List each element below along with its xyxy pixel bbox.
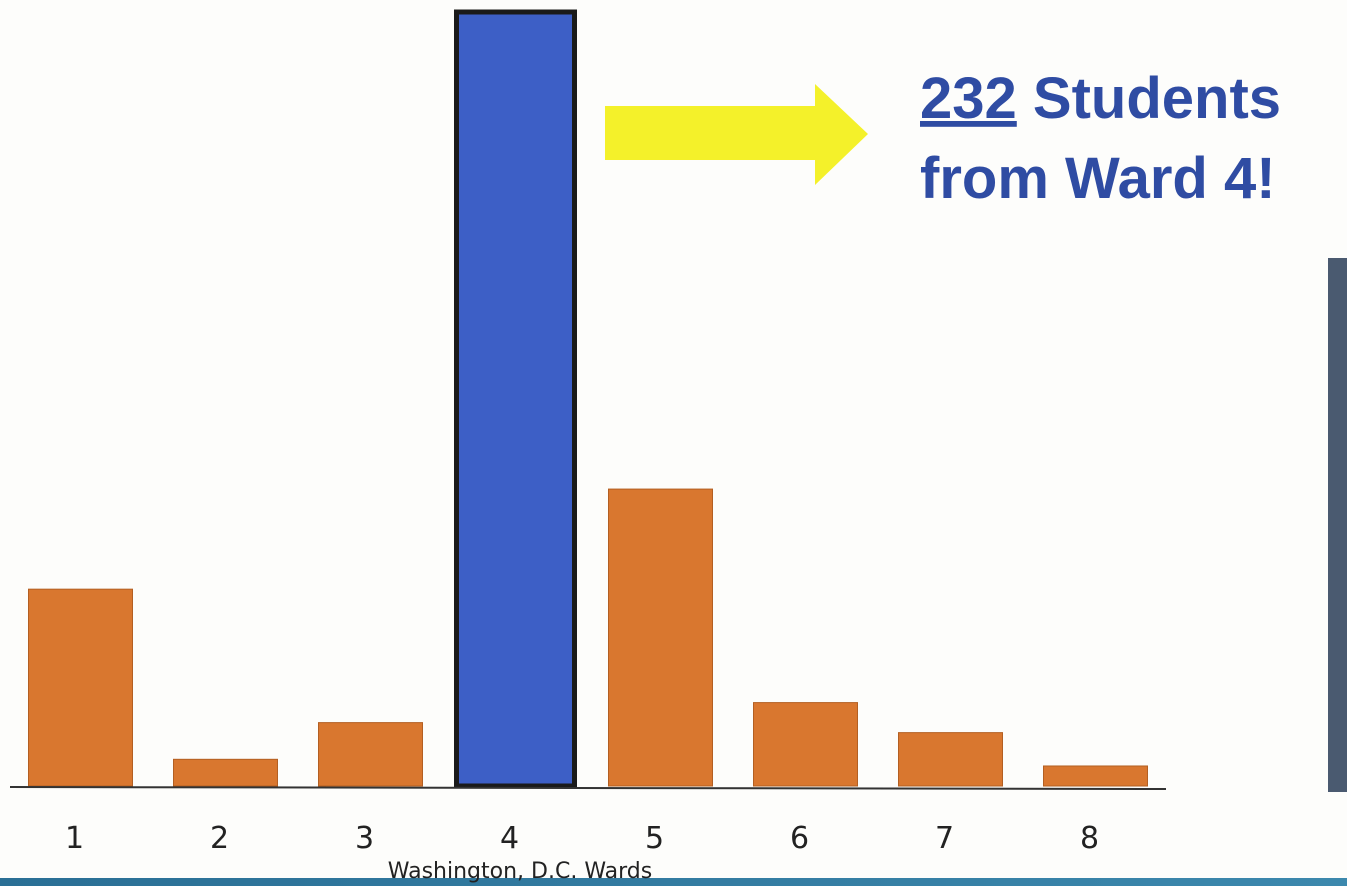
x-tick-label: 3	[355, 821, 374, 856]
bar	[28, 588, 133, 787]
x-tick-label: 7	[935, 821, 954, 856]
bar	[608, 488, 713, 787]
x-tick-label: 5	[645, 821, 664, 856]
bar	[454, 9, 577, 789]
x-tick-label: 1	[65, 821, 84, 856]
footer-strip	[0, 878, 1347, 886]
bar	[1043, 765, 1148, 787]
annotation-number: 232	[920, 66, 1017, 131]
x-axis	[9, 786, 1167, 790]
x-tick-label: 6	[790, 821, 809, 856]
x-tick-label: 8	[1080, 821, 1099, 856]
x-tick-label: 2	[210, 821, 229, 856]
annotation-text: Students	[1017, 66, 1281, 131]
bar	[318, 722, 423, 787]
bar	[898, 732, 1003, 787]
annotation: from Ward 4!	[920, 146, 1276, 211]
x-axis-label: Washington, D.C. Wards	[388, 859, 652, 884]
bar	[753, 702, 858, 787]
x-tick-label: 4	[500, 821, 519, 856]
annotation: 232 Students	[920, 66, 1281, 131]
photo	[1328, 258, 1347, 792]
bar	[173, 758, 278, 787]
arrow	[605, 84, 868, 185]
